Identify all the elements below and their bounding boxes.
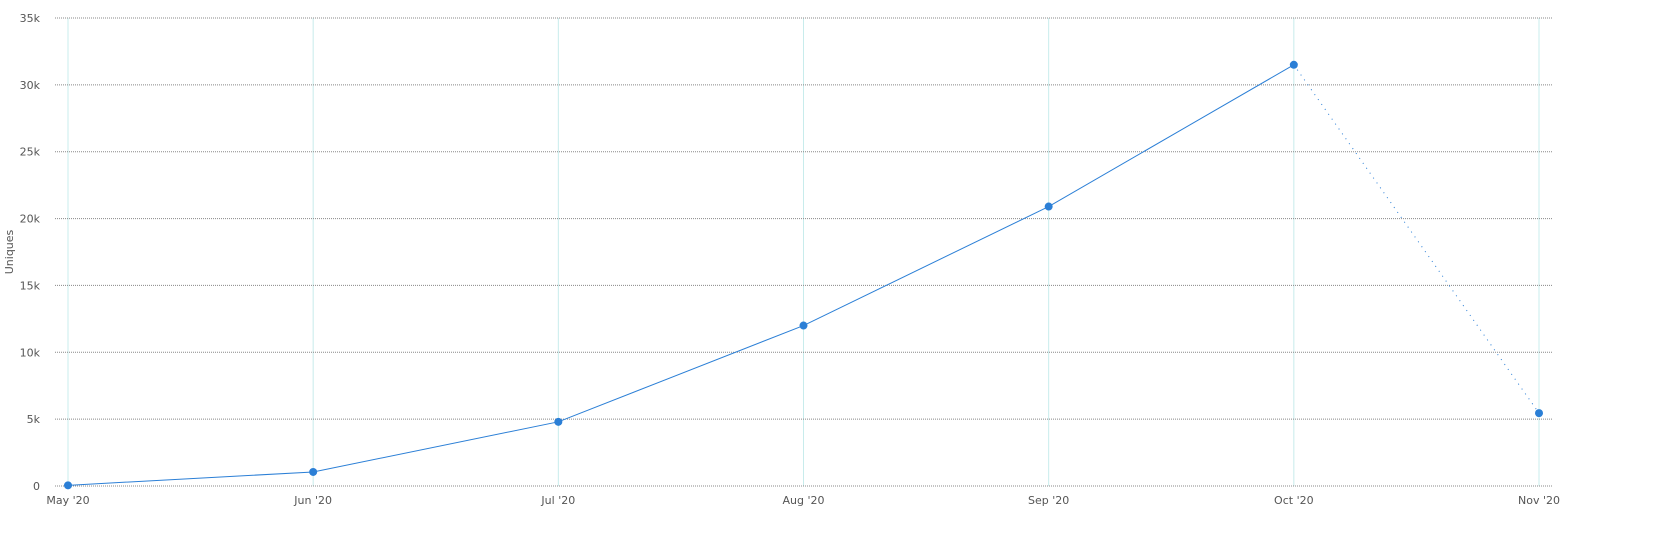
data-point (64, 481, 72, 490)
y-axis-label: Uniques (3, 229, 16, 274)
y-tick-label: 5k (27, 413, 41, 426)
x-tick-label: May '20 (46, 494, 89, 507)
x-tick-label: Nov '20 (1518, 494, 1560, 507)
data-point (799, 321, 808, 330)
y-tick-label: 15k (20, 279, 41, 292)
x-tick-label: Aug '20 (783, 494, 825, 507)
x-axis: May '20 Jun '20 Jul '20 Aug '20 Sep '20 Oct '… (46, 494, 1560, 507)
y-tick-label: 0 (33, 480, 40, 493)
data-point (1044, 202, 1053, 211)
y-tick-label: 30k (20, 79, 41, 92)
incomplete-period-line (1293, 64, 1540, 414)
y-tick-label: 10k (20, 346, 41, 359)
y-tick-label: 35k (20, 12, 41, 25)
data-point (1535, 409, 1543, 418)
series (64, 60, 1543, 490)
x-tick-label: Sep '20 (1028, 494, 1069, 507)
x-tick-label: Oct '20 (1274, 494, 1314, 507)
data-point (1289, 60, 1298, 69)
y-axis: 0 5k 10k 15k 20k 25k 30k 35k (20, 12, 41, 493)
x-tick-label: Jul '20 (540, 494, 575, 507)
x-tick-label: Jun '20 (293, 494, 332, 507)
y-tick-label: 20k (20, 213, 41, 226)
data-point (554, 417, 563, 426)
grid (55, 17, 1553, 487)
y-tick-label: 25k (20, 146, 41, 159)
data-point (309, 467, 318, 476)
series-line (67, 64, 1295, 486)
